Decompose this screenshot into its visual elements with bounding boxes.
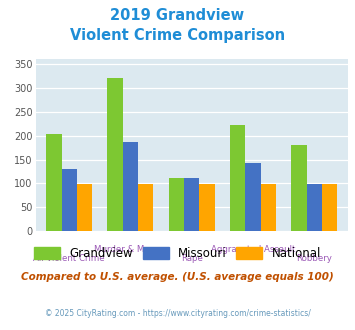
Bar bbox=[245, 163, 261, 231]
Bar bbox=[123, 142, 138, 231]
Bar bbox=[61, 169, 77, 231]
Text: Compared to U.S. average. (U.S. average equals 100): Compared to U.S. average. (U.S. average … bbox=[21, 272, 334, 282]
Bar bbox=[108, 79, 123, 231]
Text: All Violent Crime: All Violent Crime bbox=[33, 254, 105, 263]
Bar bbox=[46, 134, 61, 231]
Bar bbox=[261, 184, 276, 231]
Bar bbox=[322, 184, 337, 231]
Bar bbox=[307, 184, 322, 231]
Bar bbox=[184, 178, 200, 231]
Bar bbox=[138, 184, 153, 231]
Text: Rape: Rape bbox=[181, 254, 203, 263]
Bar bbox=[291, 145, 307, 231]
Text: © 2025 CityRating.com - https://www.cityrating.com/crime-statistics/: © 2025 CityRating.com - https://www.city… bbox=[45, 309, 310, 317]
Text: 2019 Grandview: 2019 Grandview bbox=[110, 8, 245, 23]
Bar bbox=[77, 184, 92, 231]
Text: Violent Crime Comparison: Violent Crime Comparison bbox=[70, 28, 285, 43]
Legend: Grandview, Missouri, National: Grandview, Missouri, National bbox=[29, 242, 326, 265]
Text: Aggravated Assault: Aggravated Assault bbox=[211, 245, 295, 254]
Bar bbox=[200, 184, 215, 231]
Text: Murder & Mans...: Murder & Mans... bbox=[94, 245, 167, 254]
Bar bbox=[169, 178, 184, 231]
Bar bbox=[230, 125, 245, 231]
Text: Robbery: Robbery bbox=[296, 254, 332, 263]
